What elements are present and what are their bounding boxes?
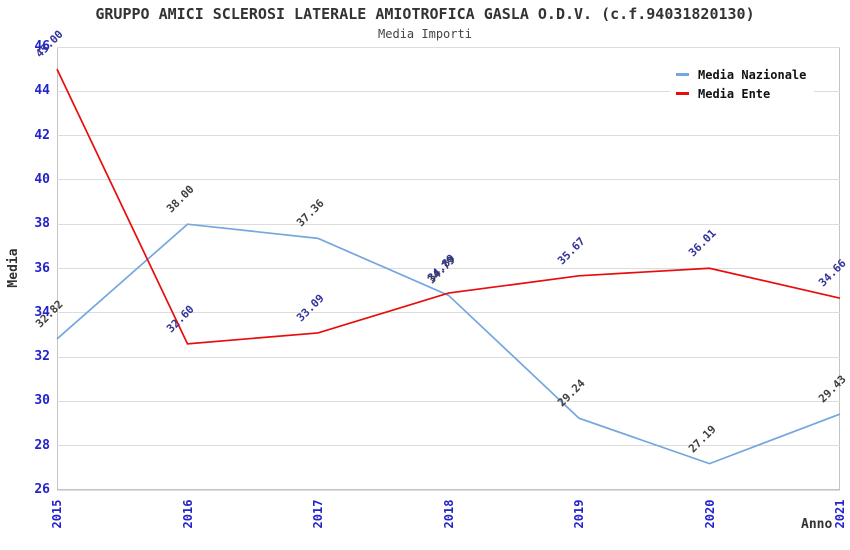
y-tick-label: 38 [34,216,50,232]
x-axis-title: Anno [801,517,833,532]
legend-label-media-ente: Media Ente [698,86,771,101]
y-axis-title: Media [6,248,21,288]
legend-label-media-nazionale: Media Nazionale [698,67,807,82]
y-tick-label: 30 [34,393,50,409]
x-tick-label: 2018 [441,499,456,529]
gridline [57,356,840,358]
legend-swatch-media-nazionale-icon [676,73,689,76]
chart-subtitle: Media Importi [378,27,472,41]
y-tick-label: 34 [34,304,50,320]
gridline [57,223,840,225]
gridline [57,489,840,491]
gridline [57,400,840,402]
gridline [57,445,840,447]
x-tick-label: 2016 [180,499,195,529]
legend-item-media-ente: Media Ente [676,84,812,103]
y-tick-label: 42 [34,127,50,143]
y-tick-label: 28 [34,437,50,453]
x-tick-label: 2019 [572,499,586,529]
y-tick-label: 26 [34,482,50,497]
y-tick-label: 36 [34,260,50,276]
x-tick-label: 2015 [50,499,64,529]
y-tick-label: 44 [34,83,50,99]
x-tick-label: 2020 [702,499,717,529]
gridline [57,46,840,48]
legend-item-media-nazionale: Media Nazionale [676,65,812,84]
y-tick-label: 46 [34,39,50,54]
legend: Media Nazionale Media Ente [670,59,814,109]
y-tick-label: 32 [34,349,50,365]
x-tick-label: 2021 [833,499,847,529]
x-tick-label: 2017 [311,499,325,529]
legend-swatch-media-ente-icon [676,92,689,95]
gridline [57,312,840,314]
gridline [57,179,840,181]
y-tick-label: 40 [34,171,50,187]
chart-title: GRUPPO AMICI SCLEROSI LATERALE AMIOTROFI… [95,5,755,23]
gridline [57,135,840,137]
